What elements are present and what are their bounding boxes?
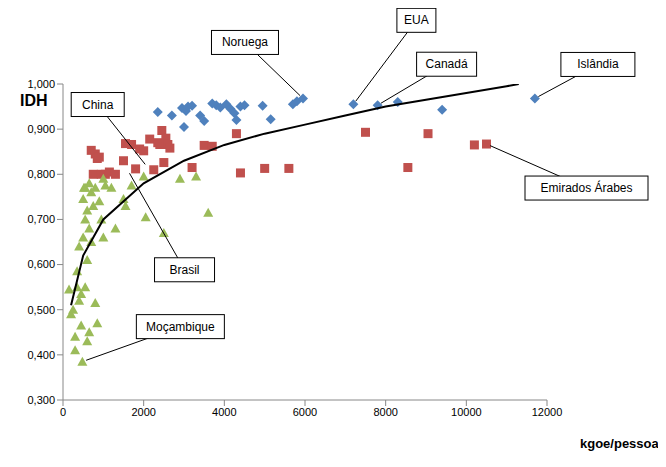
svg-text:2000: 2000 — [131, 406, 155, 418]
svg-text:8000: 8000 — [373, 406, 397, 418]
svg-text:0,400: 0,400 — [27, 349, 55, 361]
html-text:IDH: IDH — [20, 92, 48, 109]
svg-text:Emirados Árabes: Emirados Árabes — [540, 180, 632, 195]
svg-text:6000: 6000 — [293, 406, 317, 418]
svg-text:China: China — [82, 98, 114, 112]
svg-text:0,800: 0,800 — [27, 168, 55, 180]
svg-text:Brasil: Brasil — [170, 263, 200, 277]
svg-text:Noruega: Noruega — [222, 35, 268, 49]
svg-text:Islândia: Islândia — [577, 57, 619, 71]
svg-text:12000: 12000 — [532, 406, 563, 418]
svg-text:Canadá: Canadá — [426, 57, 468, 71]
svg-text:4000: 4000 — [212, 406, 236, 418]
svg-text:0,900: 0,900 — [27, 123, 55, 135]
svg-text:0: 0 — [60, 406, 66, 418]
svg-text:Moçambique: Moçambique — [146, 320, 215, 334]
svg-text:1,000: 1,000 — [27, 78, 55, 90]
svg-text:10000: 10000 — [451, 406, 482, 418]
svg-text:0,700: 0,700 — [27, 213, 55, 225]
svg-text:0,300: 0,300 — [27, 394, 55, 406]
html-text:kgoe/pessoa: kgoe/pessoa — [580, 436, 659, 451]
svg-text:0,600: 0,600 — [27, 258, 55, 270]
svg-text:0,500: 0,500 — [27, 304, 55, 316]
svg-text:EUA: EUA — [404, 13, 429, 27]
